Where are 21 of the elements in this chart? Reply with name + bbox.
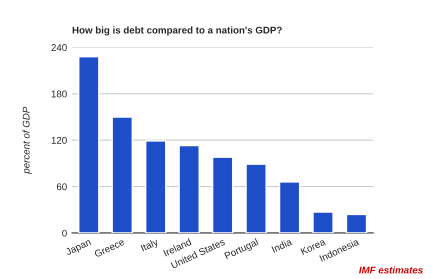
y-tick-label: 60 [56, 183, 67, 190]
y-axis-title: percent of GDP [22, 106, 32, 174]
chart-title: How big is debt compared to a nation's GDP? [72, 26, 282, 36]
y-tick-label: 180 [52, 90, 67, 98]
bar [312, 211, 334, 233]
bar [346, 214, 368, 233]
x-tick-label: Japan [65, 238, 92, 258]
bar [144, 140, 166, 233]
bar [178, 144, 200, 233]
bar [78, 56, 100, 233]
x-tick-label: Greece [94, 238, 125, 258]
bar [278, 181, 300, 233]
bar [212, 156, 234, 233]
x-tick-label: Italy [140, 238, 160, 254]
y-tick-label: 240 [51, 44, 67, 52]
x-tick-label: India [271, 238, 293, 253]
bar [112, 116, 133, 233]
y-tick-label: 120 [52, 136, 67, 144]
y-tick-label: 0 [62, 230, 67, 237]
bar [245, 163, 267, 233]
text: IMF estimates [359, 266, 423, 274]
